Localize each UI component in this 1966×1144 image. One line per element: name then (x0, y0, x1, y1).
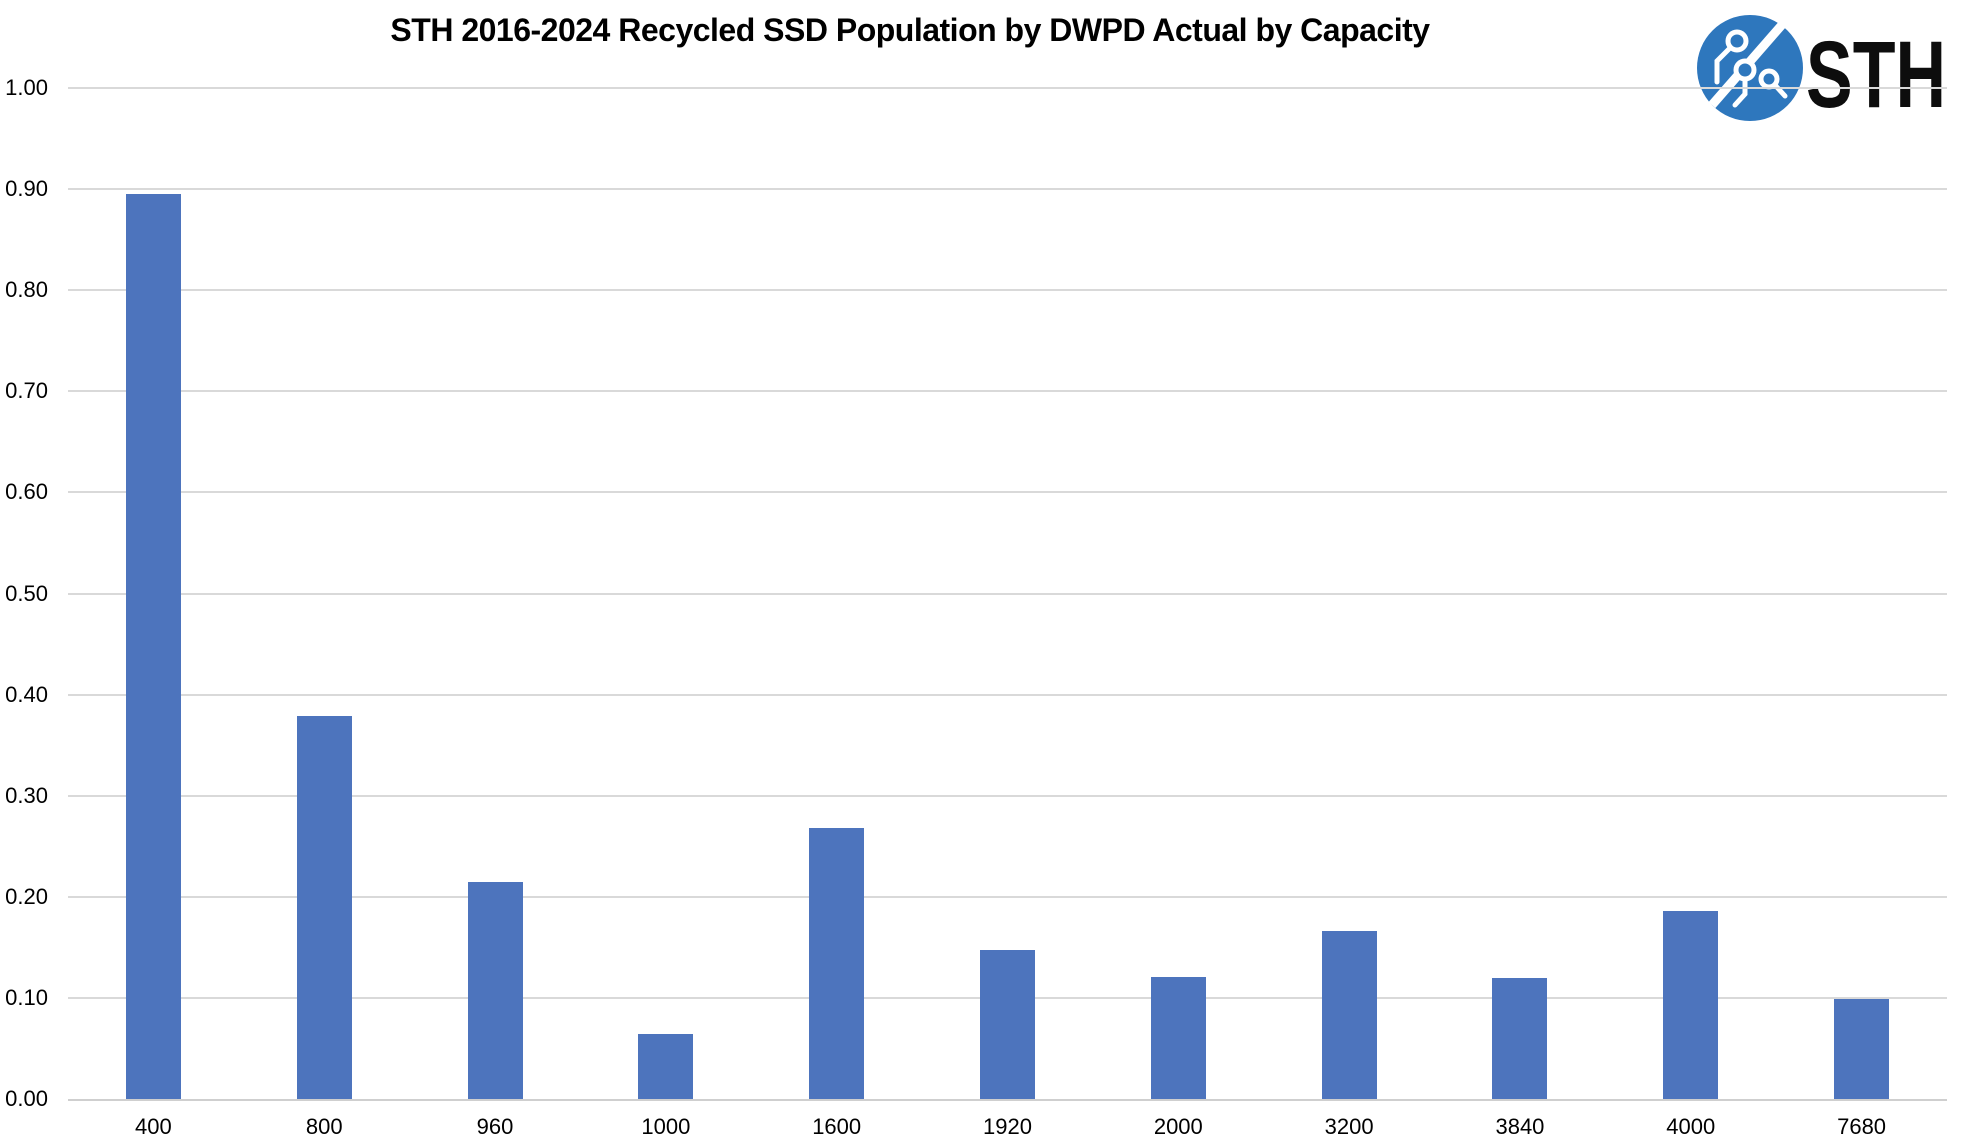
y-tick-label: 0.80 (5, 277, 48, 303)
x-tick-label: 400 (135, 1114, 172, 1139)
x-axis: 400 800 960 1000 1600 1920 2000 3200 3840 4000 768… (68, 1114, 1947, 1144)
logo-text: STH (1806, 22, 1946, 128)
logo-node-1 (1725, 29, 1749, 53)
gridline (68, 794, 1947, 797)
y-tick-label: 0.50 (5, 580, 48, 606)
gridline (68, 390, 1947, 393)
x-tick-label: 4000 (1666, 1114, 1716, 1139)
y-tick-label: 1.00 (5, 75, 48, 100)
bar-2000 (1150, 976, 1206, 1099)
bar-7680 (1834, 998, 1890, 1099)
y-tick-label: 0.20 (5, 883, 48, 909)
logo-node-3 (1758, 68, 1780, 90)
y-tick-label: 0.00 (5, 1086, 48, 1111)
y-tick-label: 0.90 (5, 176, 48, 202)
x-tick-label: 960 (476, 1114, 514, 1139)
bar-3840 (1492, 977, 1548, 1099)
bar-400 (125, 194, 181, 1099)
gridline (68, 87, 1947, 89)
gridline (68, 289, 1947, 292)
bar-960 (467, 881, 523, 1099)
plot-area (68, 87, 1947, 1101)
x-tick-label: 2000 (1153, 1114, 1203, 1139)
y-axis: 0.00 0.10 0.20 0.30 0.40 0.50 0.60 0.70 0.80 0.90… (0, 77, 52, 1110)
logo-trace-2 (1732, 76, 1748, 108)
logo-trace-1 (1714, 44, 1734, 85)
bar-1920 (980, 950, 1035, 1099)
sth-logo-graphic: STH (1697, 15, 1946, 128)
sth-logo: STH (1692, 6, 1958, 130)
x-tick-label: 7680 (1837, 1114, 1887, 1139)
gridline (68, 188, 1947, 191)
x-tick-label: 1920 (983, 1114, 1032, 1139)
x-tick-label: 1000 (641, 1114, 691, 1139)
x-tick-label: 1600 (812, 1114, 862, 1139)
gridline (68, 592, 1947, 595)
y-tick-label: 0.30 (5, 782, 48, 808)
x-tick-label: 800 (305, 1114, 343, 1139)
y-tick-label: 0.60 (5, 479, 48, 505)
bar-1600 (809, 828, 865, 1099)
x-tick-label: 3200 (1324, 1114, 1374, 1139)
y-tick-label: 0.70 (5, 378, 48, 404)
bar-3200 (1321, 931, 1377, 1099)
bar-1000 (638, 1034, 694, 1099)
logo-node-2 (1733, 58, 1757, 82)
y-tick-label: 0.10 (5, 984, 48, 1010)
gridline (68, 693, 1947, 696)
gridline (68, 895, 1947, 898)
x-tick-label: 3840 (1495, 1114, 1545, 1139)
bar-4000 (1663, 910, 1719, 1099)
logo-trace-3 (1772, 82, 1788, 99)
gridline (68, 491, 1947, 494)
y-tick-label: 0.40 (5, 681, 48, 707)
bar-800 (296, 715, 352, 1099)
chart-title: STH 2016-2024 Recycled SSD Population by… (390, 12, 1430, 48)
